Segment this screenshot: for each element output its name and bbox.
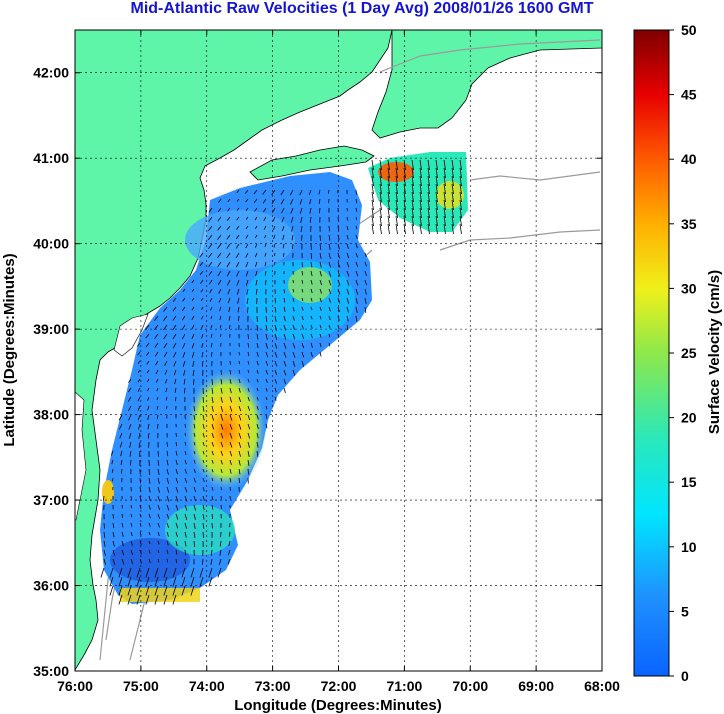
latitude-ticks: 35:00 36:00 37:00 38:00 39:00 40:00 41:00 42:00 [33, 65, 602, 679]
colorbar-label: Surface Velocity (cm/s) [706, 270, 723, 434]
lon-tick-label: 69:00 [518, 678, 554, 694]
grid-lines [75, 30, 602, 671]
colorbar-ticks: 0 5 10 15 20 25 30 35 40 45 50 [669, 22, 697, 684]
velocity-field [100, 152, 468, 605]
lat-tick-label: 40:00 [33, 236, 69, 252]
lon-tick-label: 72:00 [321, 678, 357, 694]
lon-tick-label: 70:00 [452, 678, 488, 694]
new-england-land [371, 30, 602, 139]
lat-tick-label: 39:00 [33, 321, 69, 337]
colorbar-tick-label: 5 [681, 603, 689, 619]
lon-tick-label: 76:00 [57, 678, 93, 694]
longitude-ticks: 76:00 75:00 74:00 73:00 72:00 71:00 70:00 69:00… [57, 30, 620, 694]
lon-tick-label: 73:00 [255, 678, 291, 694]
land-mass [75, 30, 393, 671]
lon-tick-label: 74:00 [189, 678, 225, 694]
lat-tick-label: 36:00 [33, 578, 69, 594]
colorbar-tick-label: 15 [681, 474, 697, 490]
colorbar-tick-label: 30 [681, 280, 697, 296]
lat-tick-label: 42:00 [33, 65, 69, 81]
x-axis-label: Longitude (Degrees:Minutes) [234, 697, 442, 714]
long-island [249, 145, 375, 181]
colorbar-tick-label: 25 [681, 345, 697, 361]
delaware-bay [113, 313, 149, 357]
lon-tick-label: 75:00 [123, 678, 159, 694]
lon-tick-label: 71:00 [386, 678, 422, 694]
lat-tick-label: 38:00 [33, 407, 69, 423]
colorbar-tick-label: 40 [681, 151, 697, 167]
colorbar-tick-label: 50 [681, 22, 697, 38]
lat-tick-label: 35:00 [33, 663, 69, 679]
colorbar-tick-label: 20 [681, 410, 697, 426]
colorbar-tick-label: 0 [681, 668, 689, 684]
y-axis-label: Latitude (Degrees:Minutes) [1, 253, 18, 446]
colorbar-tick-label: 35 [681, 216, 697, 232]
colorbar [633, 29, 670, 677]
colorbar-tick-label: 10 [681, 539, 697, 555]
lat-tick-label: 41:00 [33, 150, 69, 166]
lon-tick-label: 68:00 [584, 678, 620, 694]
colorbar-tick-label: 45 [681, 87, 697, 103]
map-title: Mid-Atlantic Raw Velocities (1 Day Avg) … [130, 0, 594, 17]
lat-tick-label: 37:00 [33, 492, 69, 508]
